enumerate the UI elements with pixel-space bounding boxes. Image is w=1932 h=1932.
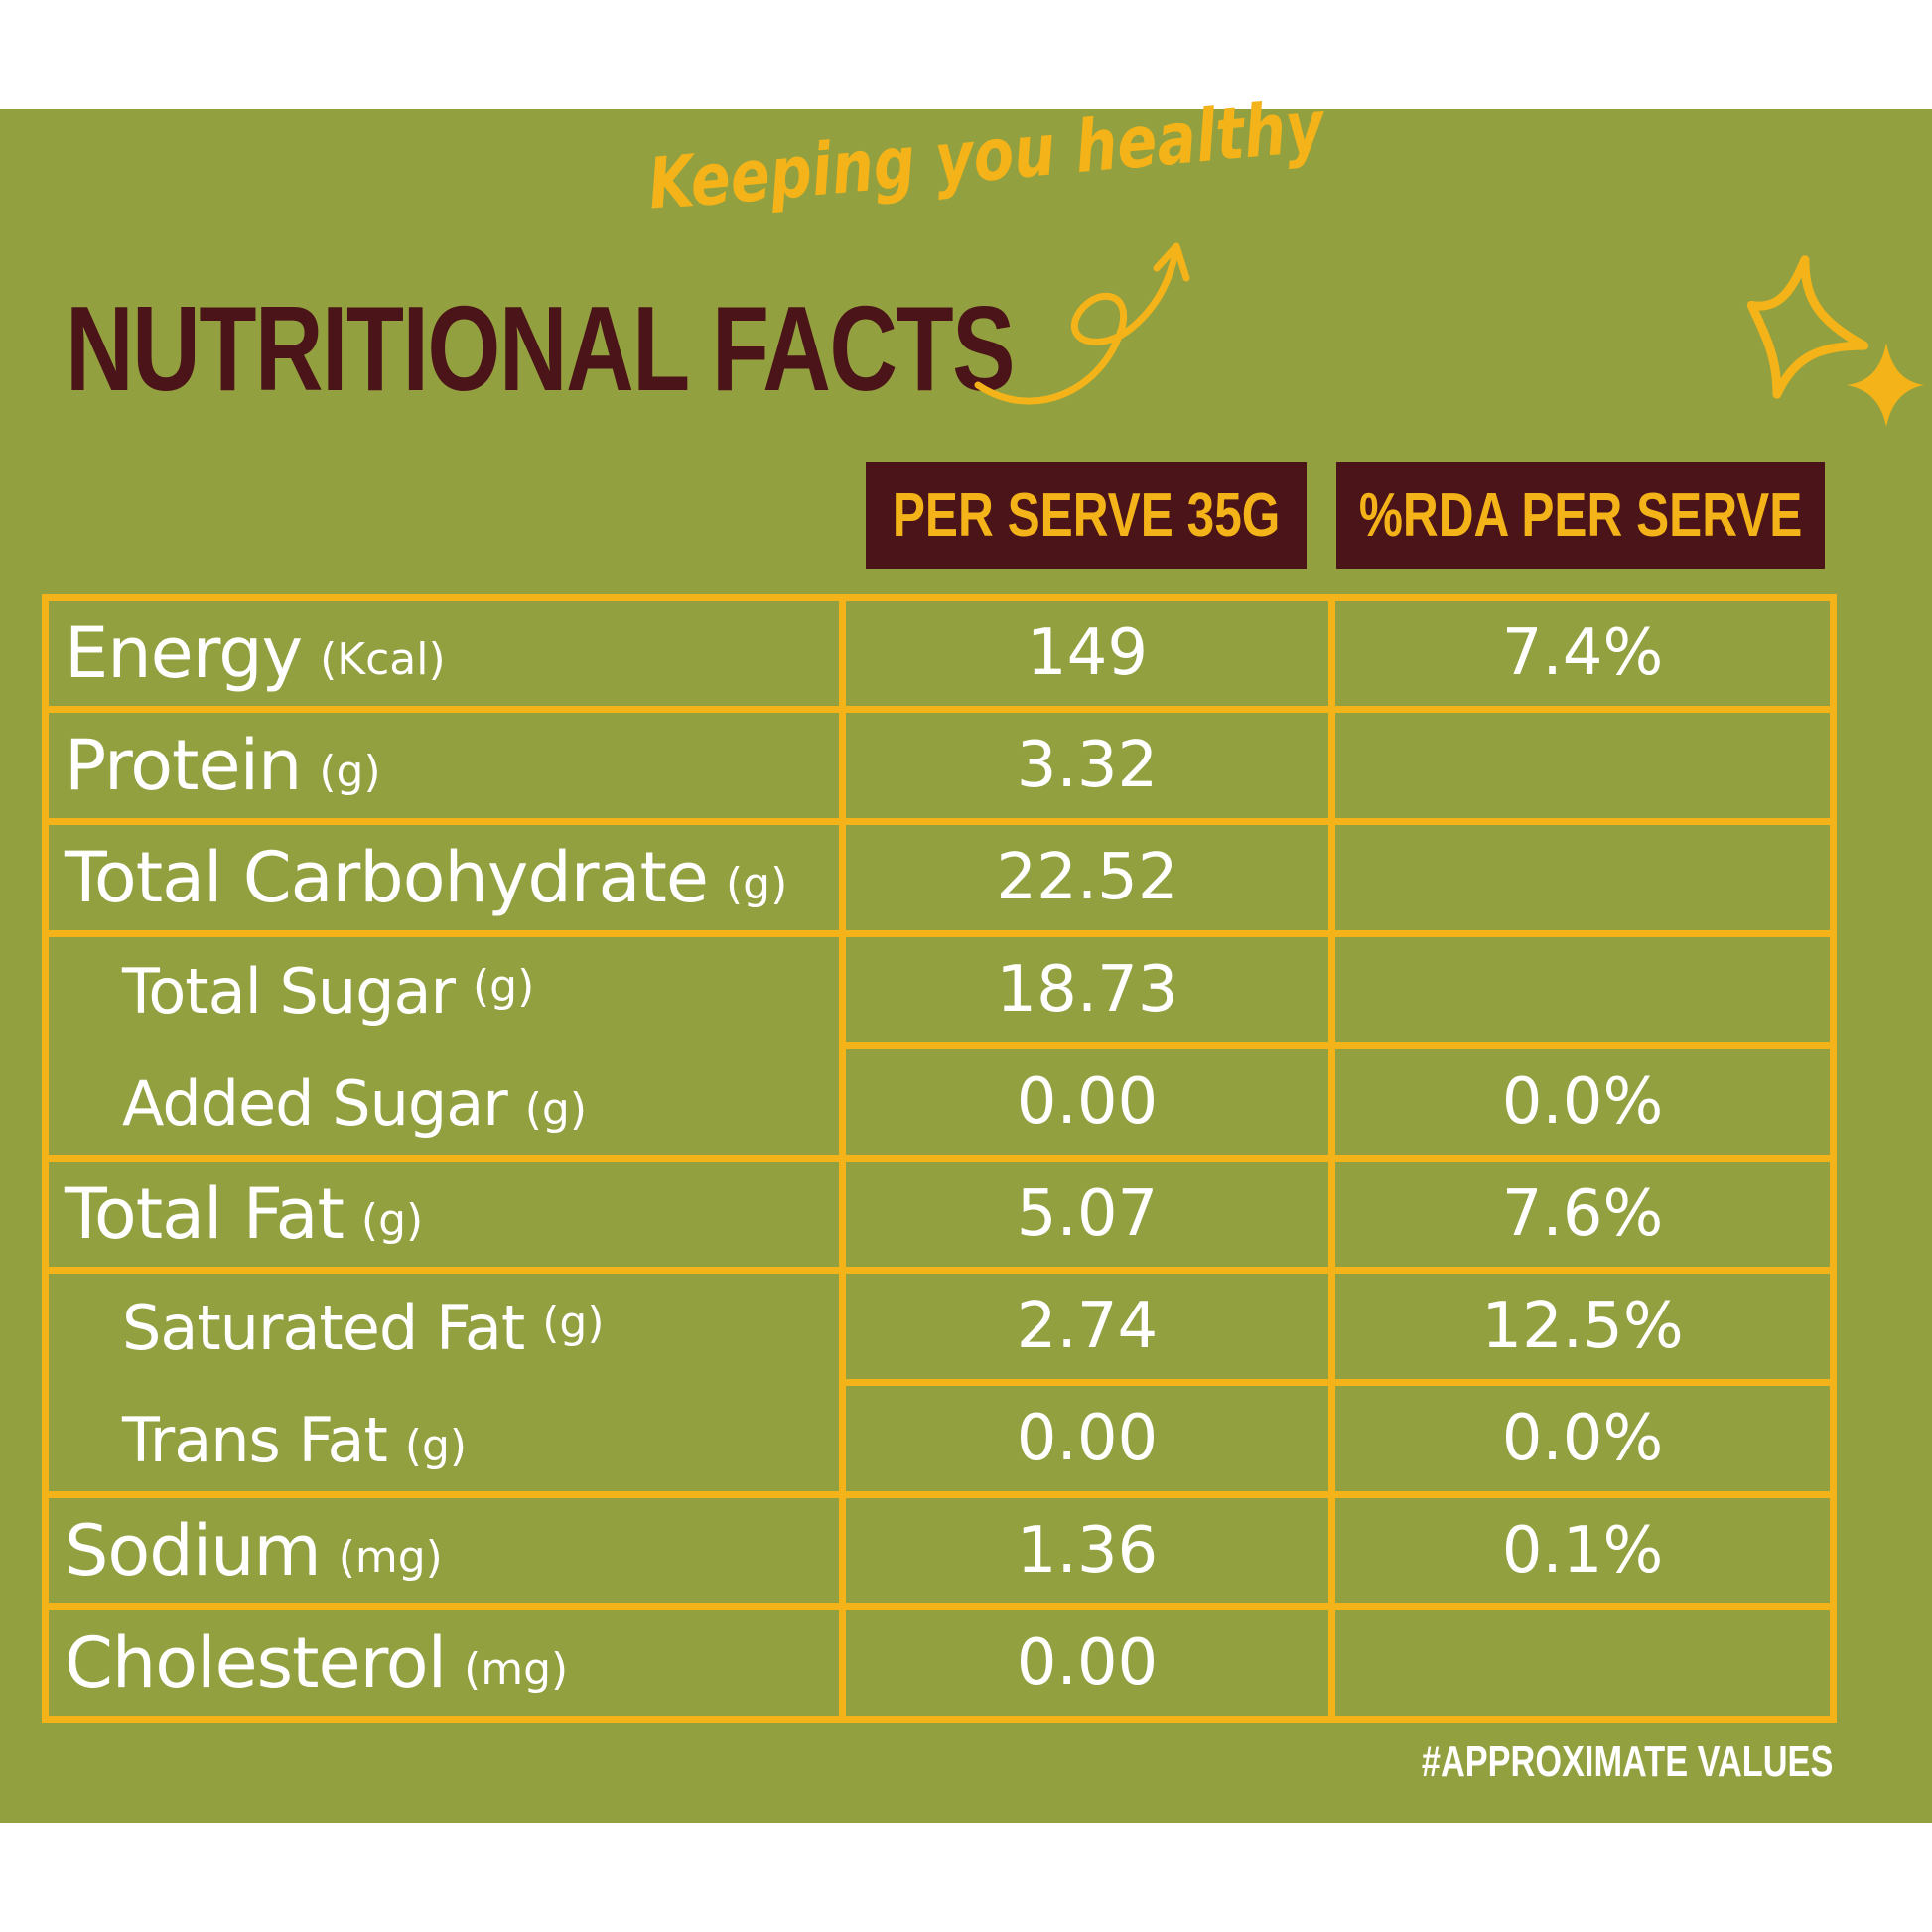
per-serve-value: 149 bbox=[839, 594, 1335, 713]
nutrient-name: Cholesterol bbox=[65, 1622, 447, 1704]
per-serve-value: 1.36 bbox=[839, 1491, 1335, 1610]
per-serve-value: 0.00 bbox=[839, 1042, 1335, 1162]
nutrient-unit: (g) bbox=[360, 1194, 424, 1246]
rda-value bbox=[1328, 706, 1837, 825]
rda-value: 0.0% bbox=[1328, 1042, 1837, 1162]
footnote: #APPROXIMATE VALUES bbox=[1421, 1737, 1833, 1786]
row-label-cell: Energy (Kcal) bbox=[42, 594, 846, 713]
nutrient-name: Trans Fat bbox=[122, 1404, 388, 1476]
nutrient-unit: (mg) bbox=[464, 1643, 569, 1695]
nutrient-name: Total Carbohydrate bbox=[65, 837, 709, 918]
per-serve-value: 18.73 bbox=[839, 930, 1335, 1049]
per-serve-value: 22.52 bbox=[839, 818, 1335, 937]
nutrition-panel bbox=[0, 109, 1932, 1823]
rda-value: 12.5% bbox=[1328, 1267, 1837, 1386]
nutrient-unit: (g) bbox=[319, 746, 381, 797]
rda-value bbox=[1328, 930, 1837, 1049]
nutrient-unit: (mg) bbox=[338, 1531, 443, 1583]
nutrient-unit: (g) bbox=[725, 858, 788, 909]
nutrient-name: Total Sugar bbox=[122, 955, 456, 1028]
row-label-cell: Total Sugar (g) Added Sugar (g) bbox=[42, 930, 846, 1162]
nutrient-name: Added Sugar bbox=[122, 1067, 508, 1140]
row-label-cell: Total Fat (g) bbox=[42, 1155, 846, 1274]
row-label-cell: Protein (g) bbox=[42, 706, 846, 825]
nutrient-unit: (g) bbox=[473, 961, 535, 1012]
rda-value: 7.6% bbox=[1328, 1155, 1837, 1274]
nutrient-name: Total Fat bbox=[65, 1173, 345, 1255]
nutrient-unit: (g) bbox=[542, 1298, 605, 1348]
row-label-cell: Sodium (mg) bbox=[42, 1491, 846, 1610]
nutrient-unit: (g) bbox=[524, 1084, 587, 1135]
row-label-cell: Saturated Fat (g) Trans Fat (g) bbox=[42, 1267, 846, 1498]
nutrient-name: Protein bbox=[65, 725, 302, 806]
nutrient-name: Saturated Fat bbox=[122, 1292, 525, 1364]
row-label-sub: Added Sugar (g) bbox=[122, 1067, 587, 1140]
rda-value: 7.4% bbox=[1328, 594, 1837, 713]
nutrient-unit: (g) bbox=[404, 1421, 468, 1471]
nutrition-table: Energy (Kcal) 149 7.4% Protein (g) 3.32 Total C… bbox=[42, 594, 1837, 1723]
nutrient-name: Energy bbox=[65, 613, 303, 694]
rda-value bbox=[1328, 818, 1837, 937]
page-title: NUTRITIONAL FACTS bbox=[66, 281, 1016, 416]
per-serve-value: 5.07 bbox=[839, 1155, 1335, 1274]
column-header-per-serve: PER SERVE 35G bbox=[866, 462, 1307, 569]
rda-value bbox=[1328, 1603, 1837, 1723]
column-header-rda: %RDA PER SERVE bbox=[1336, 462, 1825, 569]
row-label-sub: Trans Fat (g) bbox=[122, 1404, 467, 1476]
nutrient-unit: (Kcal) bbox=[320, 633, 446, 685]
rda-value: 0.1% bbox=[1328, 1491, 1837, 1610]
row-label-cell: Cholesterol (mg) bbox=[42, 1603, 846, 1723]
per-serve-value: 2.74 bbox=[839, 1267, 1335, 1386]
per-serve-value: 0.00 bbox=[839, 1603, 1335, 1723]
per-serve-value: 0.00 bbox=[839, 1379, 1335, 1498]
per-serve-value: 3.32 bbox=[839, 706, 1335, 825]
nutrient-name: Sodium bbox=[65, 1510, 322, 1591]
rda-value: 0.0% bbox=[1328, 1379, 1837, 1498]
row-label-cell: Total Carbohydrate (g) bbox=[42, 818, 846, 937]
